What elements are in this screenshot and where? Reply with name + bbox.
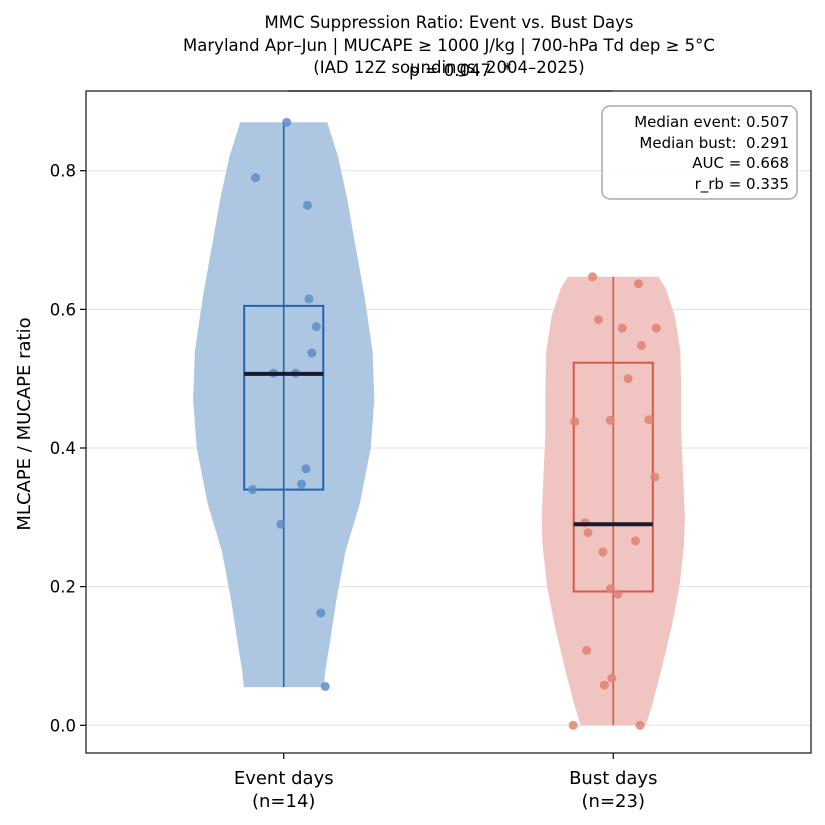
- data-point: [297, 479, 307, 489]
- data-point: [636, 340, 646, 350]
- data-point: [613, 589, 623, 599]
- data-point: [623, 374, 633, 384]
- x-tick-label-line1: Event days: [234, 768, 334, 789]
- data-point: [605, 584, 615, 594]
- chart-subtitle-2: (IAD 12Z soundings, 2004–2025): [313, 58, 584, 77]
- data-point: [304, 294, 314, 304]
- chart-title: MMC Suppression Ratio: Event vs. Bust Da…: [264, 13, 633, 32]
- y-tick-label: 0.8: [50, 162, 76, 181]
- data-point: [583, 528, 593, 538]
- data-point: [598, 547, 608, 557]
- significance-star: *: [503, 60, 511, 79]
- data-point: [651, 323, 661, 333]
- data-point: [605, 415, 615, 425]
- y-tick-label: 0.4: [50, 439, 76, 458]
- data-point: [307, 348, 317, 358]
- data-point: [248, 485, 258, 495]
- data-point: [631, 536, 641, 546]
- data-point: [568, 720, 578, 730]
- data-point: [599, 680, 609, 690]
- data-point: [320, 681, 330, 691]
- data-point: [650, 472, 660, 482]
- y-axis-label: MLCAPE / MUCAPE ratio: [14, 317, 35, 530]
- p-value-label: p = 0.047: [409, 61, 491, 80]
- y-tick-label: 0.0: [50, 716, 76, 735]
- data-point: [644, 415, 654, 425]
- data-point: [582, 645, 592, 655]
- y-tick-label: 0.6: [50, 300, 76, 319]
- data-point: [593, 315, 603, 325]
- data-point: [588, 272, 598, 282]
- plot-frame: [85, 90, 812, 754]
- x-tick-label-line2: (n=14): [252, 791, 315, 812]
- stats-rrb: r_rb = 0.335: [695, 175, 789, 194]
- data-point: [617, 323, 627, 333]
- data-point: [302, 200, 312, 210]
- chart-subtitle-1: Maryland Apr–Jun | MUCAPE ≥ 1000 J/kg | …: [183, 36, 715, 55]
- stats-box: Median event: 0.507 Median bust: 0.291 A…: [601, 105, 798, 200]
- data-point: [276, 519, 286, 529]
- data-point: [607, 673, 617, 683]
- plot-area: Event days(n=14) Bust days(n=23) 0.0 0.2 0.4…: [50, 90, 812, 812]
- data-point: [316, 608, 326, 618]
- stats-median-bust: Median bust: 0.291: [639, 134, 789, 152]
- stats-box-frame: [601, 105, 798, 200]
- box-0: [243, 304, 325, 491]
- data-point: [635, 720, 645, 730]
- stats-median-event: Median event: 0.507: [634, 113, 789, 131]
- data-point: [282, 117, 292, 127]
- data-point: [311, 322, 321, 332]
- data-point: [570, 417, 580, 427]
- data-point: [633, 279, 643, 289]
- data-point: [301, 464, 311, 474]
- x-tick-label-line1: Bust days: [569, 768, 657, 789]
- stats-auc: AUC = 0.668: [692, 154, 789, 172]
- data-point: [251, 173, 261, 183]
- y-tick-label: 0.2: [50, 578, 76, 597]
- x-tick-label-line2: (n=23): [582, 791, 645, 812]
